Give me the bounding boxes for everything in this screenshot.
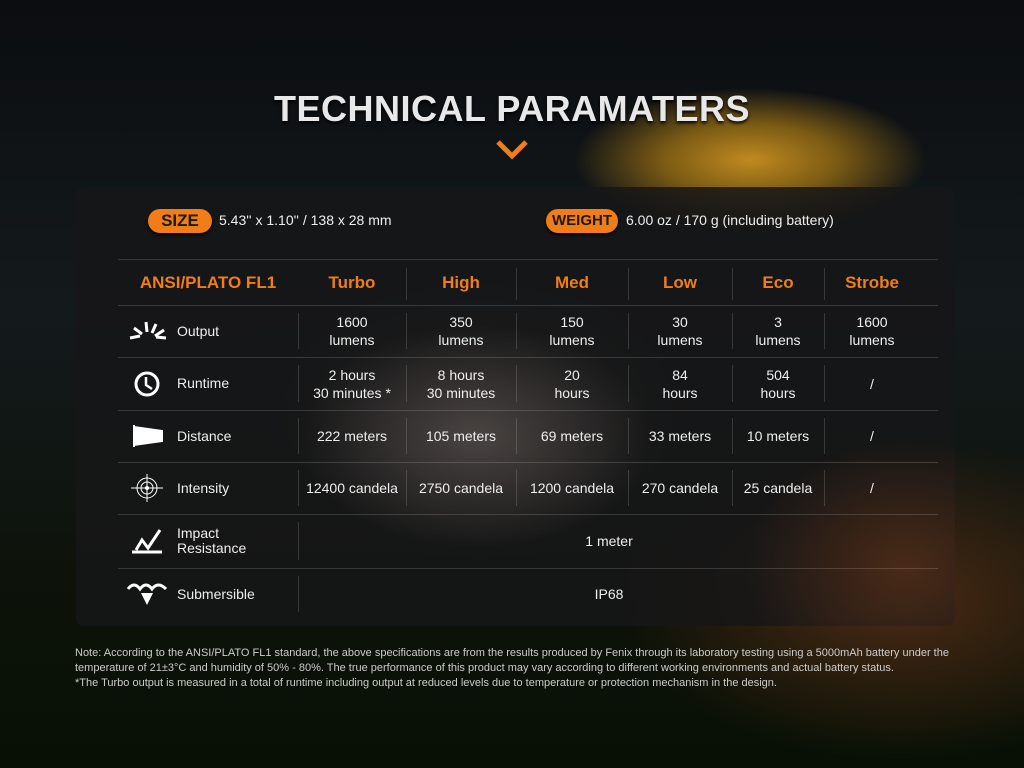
size-value: 5.43'' x 1.10'' / 138 x 28 mm <box>219 212 392 228</box>
column-divider <box>628 268 629 300</box>
target-icon <box>131 474 163 502</box>
column-divider <box>824 365 825 402</box>
merged-value: 1 meter <box>585 533 633 549</box>
table-cell: 270 candela <box>641 480 719 496</box>
table-cell: 10 meters <box>746 428 810 444</box>
column-divider <box>298 522 299 560</box>
table-cell: 8 hours 30 minutes <box>426 366 496 401</box>
table-cell: 84 hours <box>662 366 698 401</box>
column-divider <box>732 365 733 402</box>
row-label: Intensity <box>177 479 230 496</box>
column-divider <box>628 313 629 349</box>
table-cell: 2 hours 30 minutes * <box>313 366 391 401</box>
row-divider <box>118 259 938 260</box>
row-label: Distance <box>177 427 232 444</box>
table-cell: 33 meters <box>648 428 712 444</box>
column-divider <box>824 268 825 300</box>
merged-value: IP68 <box>594 586 624 602</box>
column-divider <box>298 365 299 402</box>
table-cell: 2750 candela <box>418 480 504 496</box>
column-divider <box>824 470 825 506</box>
mode-header-strobe: Strobe <box>845 273 899 292</box>
water-icon <box>126 583 168 605</box>
table-cell: 504 hours <box>760 366 796 401</box>
impact-icon <box>132 529 162 554</box>
column-divider <box>732 268 733 300</box>
column-divider <box>298 418 299 454</box>
row-divider <box>118 462 938 463</box>
chevron-down-icon <box>496 140 528 160</box>
column-divider <box>516 418 517 454</box>
row-label: Output <box>177 322 220 339</box>
column-divider <box>628 418 629 454</box>
footnotes: Note: According to the ANSI/PLATO FL1 st… <box>75 646 975 691</box>
row-label: Impact Resistance <box>177 525 247 556</box>
turbo-footnote: *The Turbo output is measured in a total… <box>75 677 777 689</box>
column-divider <box>406 470 407 506</box>
table-cell: 350 lumens <box>438 314 484 348</box>
table-cell: 1600 lumens <box>329 314 375 348</box>
table-cell: 12400 candela <box>306 480 398 496</box>
table-cell: 1600 lumens <box>849 314 895 348</box>
table-cell: 105 meters <box>425 428 497 444</box>
column-divider <box>298 470 299 506</box>
column-divider <box>298 576 299 612</box>
table-cell: / <box>870 375 874 392</box>
column-divider <box>516 365 517 402</box>
table-cell: 1200 candela <box>529 480 615 496</box>
table-cell: 222 meters <box>316 428 388 444</box>
standard-header: ANSI/PLATO FL1 <box>139 273 277 292</box>
mode-header-med: Med <box>555 273 589 292</box>
spec-panel <box>76 187 955 626</box>
row-divider <box>118 568 938 569</box>
row-divider <box>118 305 938 306</box>
column-divider <box>406 365 407 402</box>
column-divider <box>516 313 517 349</box>
table-cell: 150 lumens <box>549 314 595 348</box>
column-divider <box>628 470 629 506</box>
column-divider <box>406 313 407 349</box>
size-badge: SIZE <box>148 209 212 233</box>
column-divider <box>406 418 407 454</box>
column-divider <box>516 268 517 300</box>
mode-header-low: Low <box>663 273 697 292</box>
note-text: Note: According to the ANSI/PLATO FL1 st… <box>75 647 949 674</box>
row-divider <box>118 514 938 515</box>
mode-header-high: High <box>442 273 480 292</box>
table-cell: 69 meters <box>540 428 604 444</box>
column-divider <box>732 470 733 506</box>
table-cell: / <box>870 428 874 444</box>
mode-header-turbo: Turbo <box>328 273 376 292</box>
column-divider <box>516 470 517 506</box>
weight-badge: WEIGHT <box>546 209 618 233</box>
row-label: Runtime <box>177 375 230 391</box>
row-label: Submersible <box>177 585 255 602</box>
column-divider <box>628 365 629 402</box>
mode-header-eco: Eco <box>762 273 794 292</box>
row-divider <box>118 357 938 358</box>
table-cell: 25 candela <box>743 480 813 496</box>
table-cell: 20 hours <box>554 366 590 401</box>
column-divider <box>732 313 733 349</box>
row-divider <box>118 410 938 411</box>
clock-icon <box>134 371 160 396</box>
column-divider <box>298 313 299 349</box>
beam-distance-icon <box>133 425 163 447</box>
column-divider <box>732 418 733 454</box>
column-divider <box>824 313 825 349</box>
page-title: TECHNICAL PARAMATERS <box>274 88 750 129</box>
weight-value: 6.00 oz / 170 g (including battery) <box>626 212 834 228</box>
table-cell: 3 lumens <box>755 314 801 348</box>
table-cell: / <box>870 480 874 496</box>
table-cell: 30 lumens <box>657 314 703 348</box>
column-divider <box>824 418 825 454</box>
sunburst-icon <box>129 321 167 340</box>
column-divider <box>406 268 407 300</box>
